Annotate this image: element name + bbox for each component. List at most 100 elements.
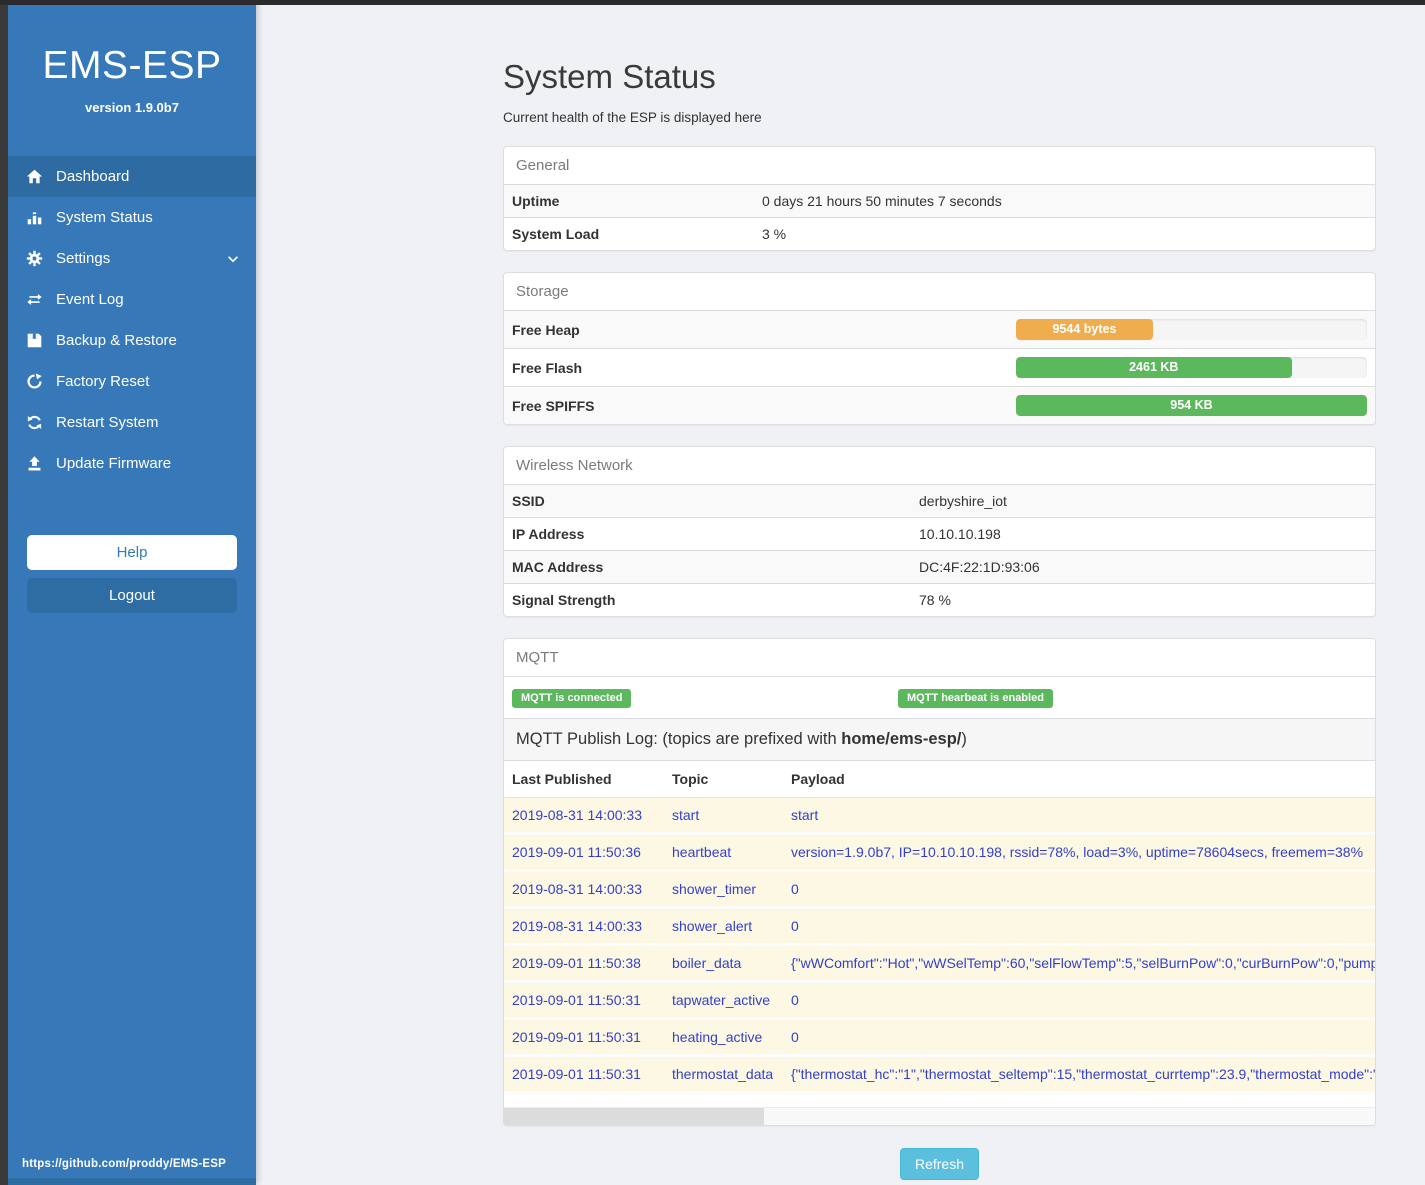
log-cell-payload: 0 [783, 870, 1375, 909]
table-row: SSID derbyshire_iot [504, 484, 1375, 518]
row-label: System Load [504, 217, 754, 250]
publish-log-suffix: ) [961, 730, 967, 748]
progress-track: 2461 KB [1016, 357, 1367, 378]
chart-icon [26, 209, 43, 226]
table-row: IP Address 10.10.10.198 [504, 517, 1375, 551]
save-icon [26, 332, 43, 349]
mqtt-log-row: 2019-08-31 14:00:33 shower_timer 0 [504, 870, 1375, 909]
row-progress-cell: 954 KB [1008, 386, 1375, 424]
sidebar-item-event-log[interactable]: Event Log [8, 279, 256, 320]
publish-log-topic-prefix: home/ems-esp/ [841, 730, 962, 748]
mqtt-log-header-row: Last Published Topic Payload [504, 761, 1375, 798]
sidebar-item-settings[interactable]: Settings [8, 238, 256, 279]
general-table: Uptime 0 days 21 hours 50 minutes 7 secon… [504, 184, 1375, 250]
log-cell-payload: version=1.9.0b7, IP=10.10.10.198, rssid=… [783, 833, 1375, 872]
top-border-strip [0, 0, 1425, 5]
table-row: Free Flash 2461 KB [504, 348, 1375, 387]
sidebar-item-factory-reset[interactable]: Factory Reset [8, 361, 256, 402]
sidebar-item-label: Event Log [56, 291, 124, 308]
exchange-icon [26, 291, 43, 308]
sidebar-item-update-firmware[interactable]: Update Firmware [8, 443, 256, 484]
storage-table: Free Heap 9544 bytes Free Flash 2461 KB Free… [504, 310, 1375, 424]
log-cell-payload: 0 [783, 1018, 1375, 1057]
mqtt-log-table: Last Published Topic Payload 2019-08-31 … [504, 761, 1375, 1094]
chevron-down-icon [226, 252, 240, 266]
sidebar-item-label: Dashboard [56, 168, 130, 185]
row-value: DC:4F:22:1D:93:06 [911, 550, 1375, 584]
horizontal-scrollbar[interactable] [504, 1107, 1375, 1125]
sidebar: EMS-ESP version 1.9.0b7 Dashboard System … [8, 0, 256, 1185]
log-cell-payload: {"thermostat_hc":"1","thermostat_seltemp… [783, 1055, 1375, 1094]
sidebar-nav: Dashboard System Status Settings Event Log B… [8, 156, 256, 484]
row-label: Signal Strength [504, 583, 911, 616]
log-cell-last-published: 2019-09-01 11:50:31 [504, 1055, 664, 1094]
sidebar-item-label: Settings [56, 250, 111, 267]
log-cell-topic: start [664, 797, 783, 835]
row-value: derbyshire_iot [911, 484, 1375, 518]
col-header-payload: Payload [783, 761, 1375, 798]
mqtt-log-body: 2019-08-31 14:00:33 start start 2019-09-01 … [504, 797, 1375, 1094]
progress-bar-fill: 9544 bytes [1016, 319, 1153, 340]
progress-track: 954 KB [1016, 395, 1367, 416]
logout-button[interactable]: Logout [27, 578, 237, 613]
main-content: System Status Current health of the ESP … [256, 0, 1425, 1185]
log-cell-topic: shower_timer [664, 870, 783, 909]
mqtt-log-row: 2019-08-31 14:00:33 shower_alert 0 [504, 907, 1375, 946]
mqtt-log-row: 2019-09-01 11:50:38 boiler_data {"wWComfor… [504, 944, 1375, 983]
sidebar-item-restart-system[interactable]: Restart System [8, 402, 256, 443]
log-cell-last-published: 2019-08-31 14:00:33 [504, 870, 664, 909]
sidebar-item-system-status[interactable]: System Status [8, 197, 256, 238]
sidebar-bottom-strip [8, 1178, 256, 1185]
github-link[interactable]: https://github.com/proddy/EMS-ESP [22, 1158, 227, 1170]
log-cell-topic: tapwater_active [664, 981, 783, 1020]
row-progress-cell: 2461 KB [1008, 348, 1375, 387]
scrollbar-thumb[interactable] [504, 1108, 764, 1125]
log-cell-last-published: 2019-09-01 11:50:36 [504, 833, 664, 872]
general-panel: General Uptime 0 days 21 hours 50 minutes… [503, 146, 1376, 251]
log-cell-topic: boiler_data [664, 944, 783, 983]
mqtt-log-row: 2019-09-01 11:50:31 heating_active 0 [504, 1018, 1375, 1057]
row-label: SSID [504, 484, 911, 518]
mqtt-panel: MQTT MQTT is connected MQTT hearbeat is … [503, 638, 1376, 1126]
mqtt-panel-title: MQTT [516, 649, 559, 666]
sidebar-item-backup-restore[interactable]: Backup & Restore [8, 320, 256, 361]
sidebar-item-label: Backup & Restore [56, 332, 177, 349]
row-progress-cell: 9544 bytes [1008, 310, 1375, 349]
mqtt-log-row: 2019-09-01 11:50:31 tapwater_active 0 [504, 981, 1375, 1020]
refresh-button[interactable]: Refresh [899, 1148, 980, 1180]
table-row: MAC Address DC:4F:22:1D:93:06 [504, 550, 1375, 584]
log-cell-payload: 0 [783, 907, 1375, 946]
log-cell-topic: thermostat_data [664, 1055, 783, 1094]
table-gap [504, 1094, 1375, 1107]
storage-panel: Storage Free Heap 9544 bytes Free Flash 246… [503, 272, 1376, 425]
log-cell-payload: {"wWComfort":"Hot","wWSelTemp":60,"selFl… [783, 944, 1375, 983]
sidebar-item-label: Update Firmware [56, 455, 172, 472]
mqtt-badge-row: MQTT is connected MQTT hearbeat is enabl… [504, 676, 1375, 718]
app-title: EMS-ESP [42, 44, 222, 87]
sidebar-item-dashboard[interactable]: Dashboard [8, 156, 256, 197]
mqtt-log-row: 2019-09-01 11:50:36 heartbeat version=1.9.… [504, 833, 1375, 872]
col-header-last-published: Last Published [504, 761, 664, 798]
log-cell-topic: heating_active [664, 1018, 783, 1057]
mqtt-connected-badge: MQTT is connected [512, 689, 632, 708]
sidebar-item-label: Factory Reset [56, 373, 150, 390]
row-label: MAC Address [504, 550, 911, 584]
help-button[interactable]: Help [27, 535, 237, 570]
row-value: 78 % [911, 583, 1375, 616]
page-title: System Status [503, 58, 716, 95]
upload-icon [26, 455, 43, 472]
row-label: Free Flash [504, 348, 1008, 387]
log-cell-last-published: 2019-09-01 11:50:38 [504, 944, 664, 983]
left-border-strip [0, 0, 8, 1185]
row-value: 3 % [754, 217, 1375, 250]
log-cell-last-published: 2019-09-01 11:50:31 [504, 981, 664, 1020]
table-row: Signal Strength 78 % [504, 583, 1375, 616]
progress-bar-fill: 2461 KB [1016, 357, 1292, 378]
publish-log-prefix: MQTT Publish Log: (topics are prefixed w… [516, 730, 842, 748]
storage-panel-title: Storage [516, 283, 569, 300]
progress-track: 9544 bytes [1016, 319, 1367, 340]
mqtt-log-row: 2019-09-01 11:50:31 thermostat_data {"ther… [504, 1055, 1375, 1094]
log-cell-last-published: 2019-09-01 11:50:31 [504, 1018, 664, 1057]
mqtt-log-row: 2019-08-31 14:00:33 start start [504, 797, 1375, 835]
log-cell-topic: shower_alert [664, 907, 783, 946]
